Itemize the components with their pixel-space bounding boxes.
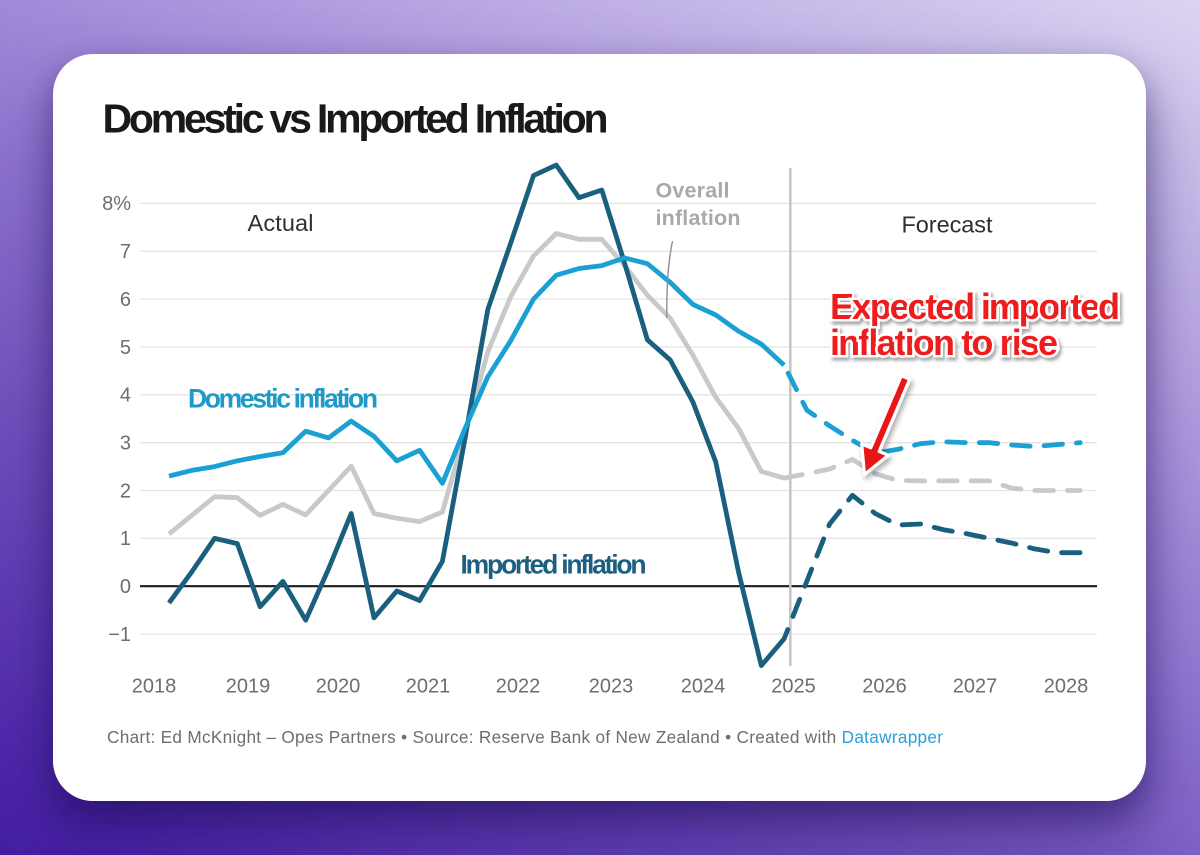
svg-text:inflation: inflation (656, 206, 741, 230)
svg-text:2026: 2026 (862, 676, 907, 698)
svg-text:5: 5 (120, 337, 131, 359)
svg-text:2022: 2022 (496, 676, 541, 698)
svg-text:2019: 2019 (226, 676, 271, 698)
svg-text:Actual: Actual (248, 210, 314, 236)
svg-text:0: 0 (120, 576, 131, 598)
svg-text:2018: 2018 (132, 676, 177, 698)
svg-text:Domestic inflation: Domestic inflation (188, 384, 378, 414)
svg-text:2: 2 (120, 480, 131, 502)
svg-text:8%: 8% (102, 193, 131, 215)
svg-text:Expected imported: Expected imported (830, 286, 1120, 327)
svg-text:2021: 2021 (406, 676, 451, 698)
svg-text:Forecast: Forecast (902, 212, 993, 238)
svg-text:2023: 2023 (589, 676, 634, 698)
svg-text:−1: −1 (108, 624, 131, 646)
svg-text:2027: 2027 (953, 676, 998, 698)
svg-text:4: 4 (120, 385, 131, 407)
svg-text:Overall: Overall (656, 178, 730, 202)
svg-text:Domestic vs Imported Inflation: Domestic vs Imported Inflation (103, 96, 609, 142)
svg-text:2024: 2024 (681, 676, 726, 698)
svg-text:Chart: Ed McKnight – Opes Part: Chart: Ed McKnight – Opes Partners • Sou… (107, 727, 943, 747)
svg-text:6: 6 (120, 289, 131, 311)
svg-text:2028: 2028 (1044, 676, 1089, 698)
svg-text:1: 1 (120, 528, 131, 550)
svg-text:inflation to rise: inflation to rise (830, 322, 1058, 363)
svg-text:3: 3 (120, 433, 131, 455)
svg-text:Imported inflation: Imported inflation (461, 549, 647, 579)
svg-text:2020: 2020 (316, 676, 361, 698)
svg-text:2025: 2025 (771, 676, 816, 698)
svg-text:7: 7 (120, 241, 131, 263)
